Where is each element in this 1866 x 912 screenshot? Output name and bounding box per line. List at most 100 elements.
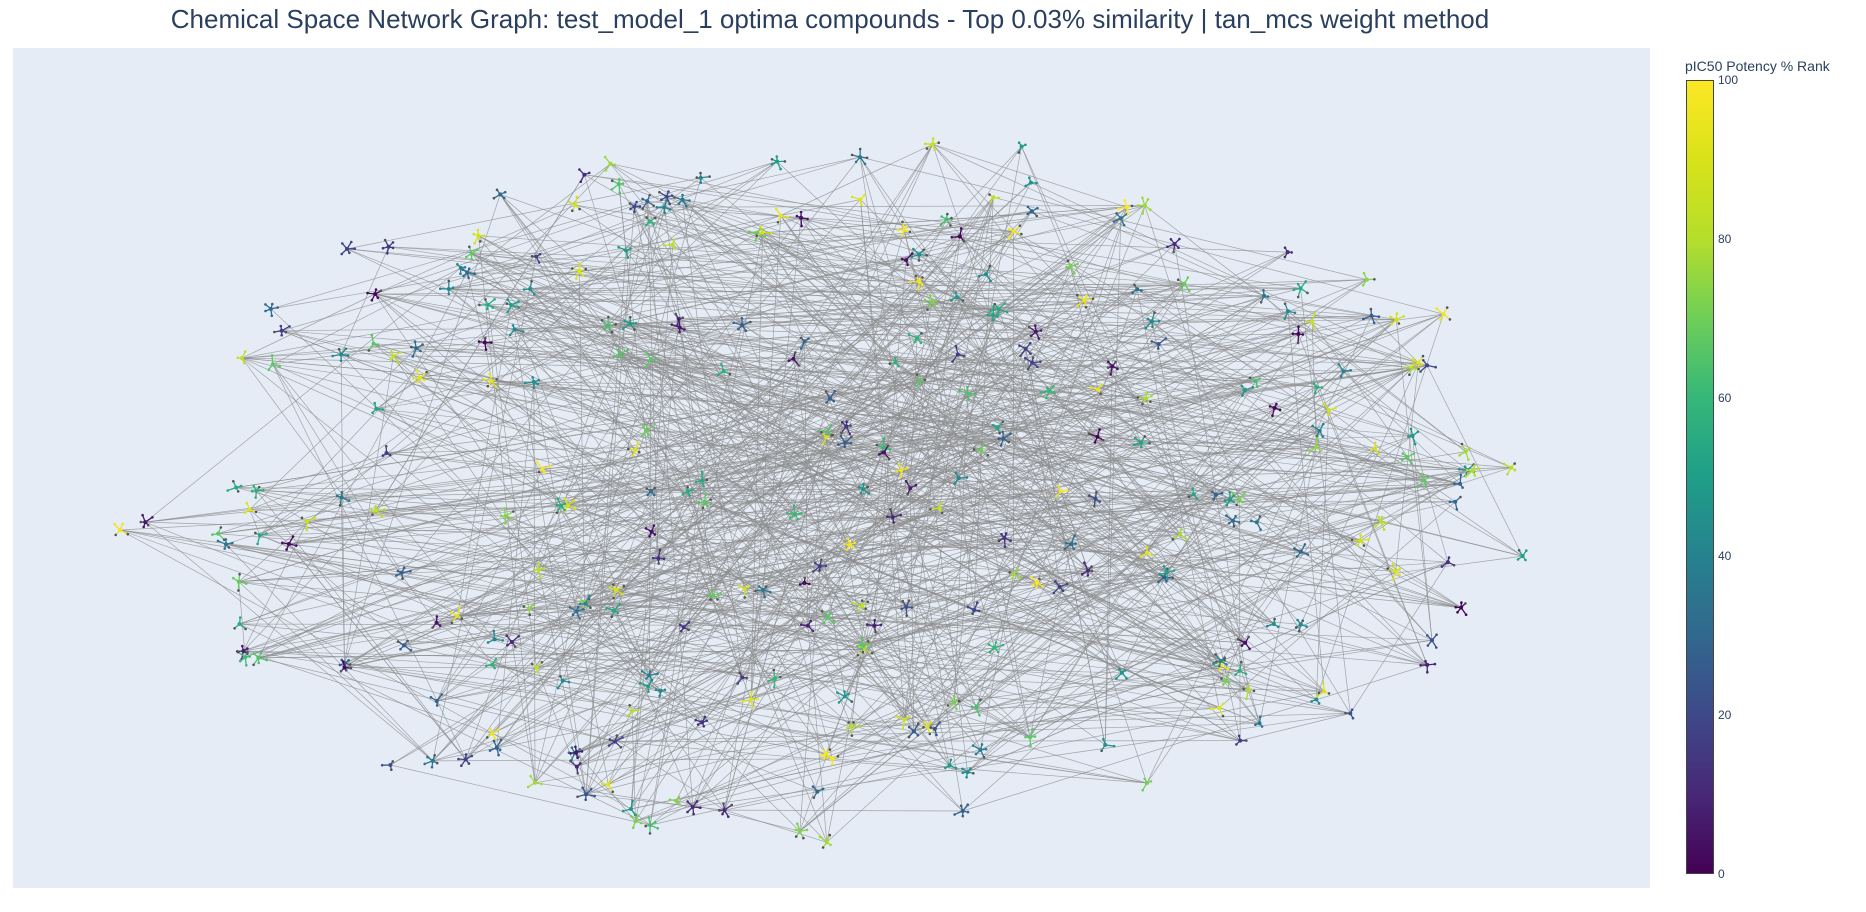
compound-node[interactable]: [1131, 283, 1143, 295]
compound-node[interactable]: [1087, 428, 1105, 444]
compound-node[interactable]: [923, 137, 940, 152]
compound-node[interactable]: [681, 485, 695, 497]
compound-node[interactable]: [1283, 246, 1293, 259]
compound-node[interactable]: [908, 274, 924, 291]
compound-node[interactable]: [1144, 311, 1161, 330]
compound-node[interactable]: [953, 471, 969, 485]
compound-node[interactable]: [1234, 660, 1248, 676]
compound-node[interactable]: [1100, 737, 1116, 752]
compound-node[interactable]: [732, 316, 752, 332]
compound-node[interactable]: [1007, 224, 1023, 240]
compound-node[interactable]: [1292, 280, 1309, 299]
compound-node[interactable]: [236, 350, 247, 365]
compound-node[interactable]: [1212, 653, 1228, 668]
compound-node[interactable]: [465, 245, 479, 261]
compound-node[interactable]: [1052, 580, 1069, 595]
compound-node[interactable]: [986, 305, 999, 322]
compound-node[interactable]: [367, 333, 380, 352]
compound-node[interactable]: [522, 280, 536, 296]
compound-node[interactable]: [856, 640, 874, 657]
compound-node[interactable]: [395, 566, 412, 580]
compound-node[interactable]: [410, 340, 424, 358]
compound-node[interactable]: [600, 315, 617, 334]
compound-node[interactable]: [787, 351, 801, 367]
compound-node[interactable]: [366, 288, 383, 302]
compound-node[interactable]: [644, 524, 657, 538]
compound-node[interactable]: [1018, 341, 1032, 357]
compound-node[interactable]: [621, 799, 637, 817]
compound-node[interactable]: [1464, 464, 1481, 478]
compound-node[interactable]: [786, 504, 803, 521]
compound-node[interactable]: [717, 802, 734, 818]
compound-node[interactable]: [396, 639, 412, 652]
compound-node[interactable]: [1055, 485, 1069, 498]
compound-node[interactable]: [526, 774, 543, 789]
compound-node[interactable]: [707, 589, 722, 601]
compound-node[interactable]: [1283, 302, 1297, 320]
compound-node[interactable]: [389, 350, 402, 365]
compound-node[interactable]: [477, 336, 493, 351]
compound-node[interactable]: [767, 668, 782, 689]
compound-node[interactable]: [826, 755, 840, 766]
compound-node[interactable]: [264, 302, 279, 318]
compound-node[interactable]: [331, 347, 350, 363]
compound-node[interactable]: [1150, 337, 1168, 350]
compound-node[interactable]: [1419, 359, 1437, 373]
compound-node[interactable]: [1308, 436, 1322, 453]
compound-node[interactable]: [837, 434, 853, 448]
compound-node[interactable]: [836, 690, 854, 704]
compound-node[interactable]: [1024, 728, 1037, 748]
compound-node[interactable]: [929, 721, 941, 737]
compound-node[interactable]: [522, 603, 535, 617]
compound-node[interactable]: [910, 247, 928, 262]
compound-node[interactable]: [840, 420, 852, 436]
compound-node[interactable]: [1315, 682, 1331, 698]
compound-node[interactable]: [576, 786, 596, 802]
compound-node[interactable]: [1389, 312, 1405, 326]
compound-node[interactable]: [645, 486, 657, 497]
compound-node[interactable]: [820, 431, 833, 446]
compound-node[interactable]: [555, 497, 566, 515]
compound-node[interactable]: [851, 599, 870, 613]
compound-node[interactable]: [896, 220, 912, 238]
compound-node[interactable]: [530, 661, 544, 674]
compound-node[interactable]: [610, 177, 625, 195]
compound-node[interactable]: [1136, 196, 1152, 215]
compound-node[interactable]: [770, 155, 787, 171]
compound-node[interactable]: [1294, 618, 1308, 633]
compound-node[interactable]: [1132, 435, 1151, 449]
compound-node[interactable]: [233, 616, 247, 631]
compound-node[interactable]: [1419, 659, 1437, 674]
compound-node[interactable]: [478, 298, 496, 311]
compound-node[interactable]: [694, 470, 709, 488]
compound-node[interactable]: [695, 171, 711, 184]
compound-node[interactable]: [1220, 673, 1231, 686]
compound-node[interactable]: [895, 715, 911, 730]
compound-node[interactable]: [716, 362, 732, 377]
compound-node[interactable]: [951, 344, 966, 363]
compound-node[interactable]: [1008, 567, 1022, 580]
compound-node[interactable]: [629, 814, 643, 829]
compound-node[interactable]: [929, 502, 944, 515]
compound-node[interactable]: [1076, 293, 1095, 309]
compound-node[interactable]: [1293, 543, 1310, 558]
compound-node[interactable]: [686, 800, 702, 816]
compound-node[interactable]: [679, 621, 691, 633]
compound-node[interactable]: [339, 660, 353, 673]
compound-node[interactable]: [754, 585, 772, 599]
compound-node[interactable]: [569, 759, 582, 775]
compound-node[interactable]: [381, 444, 392, 457]
compound-node[interactable]: [1409, 354, 1425, 371]
compound-node[interactable]: [1265, 617, 1280, 628]
compound-node[interactable]: [568, 605, 585, 620]
compound-node[interactable]: [694, 715, 708, 728]
compound-node[interactable]: [231, 572, 248, 592]
compound-node[interactable]: [1240, 384, 1255, 397]
compound-node[interactable]: [1458, 442, 1471, 461]
compound-node[interactable]: [508, 324, 525, 337]
compound-node[interactable]: [673, 193, 691, 208]
compound-node[interactable]: [621, 315, 638, 331]
compound-node[interactable]: [1115, 667, 1128, 680]
compound-node[interactable]: [970, 698, 982, 717]
compound-node[interactable]: [556, 675, 571, 690]
